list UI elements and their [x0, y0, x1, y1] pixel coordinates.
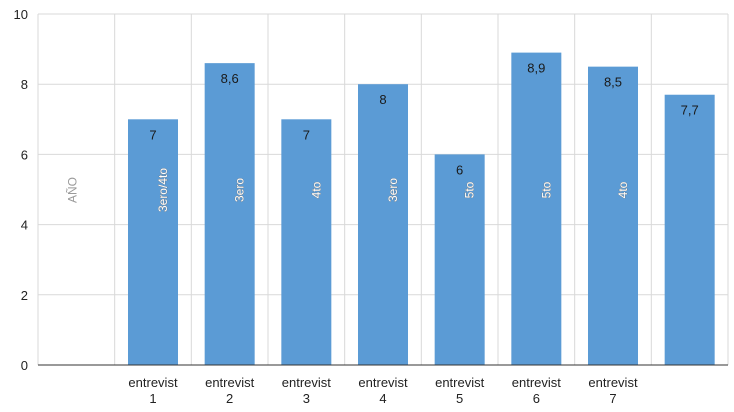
y-tick-label: 6: [21, 147, 28, 162]
bar: [358, 84, 408, 365]
y-tick-label: 10: [14, 7, 28, 22]
x-tick-label: entrevist 3: [282, 375, 332, 406]
y-tick-label: 4: [21, 218, 28, 233]
x-tick-label: entrevist 2: [205, 375, 255, 406]
x-tick-label: entrevist 4: [358, 375, 408, 406]
bar-rotated-label: AÑO: [65, 177, 79, 203]
x-tick-label: entrevist 7: [588, 375, 638, 406]
bar-value-label: 8: [379, 92, 386, 107]
bar-rotated-label: 5to: [539, 181, 553, 198]
y-tick-label: 8: [21, 77, 28, 92]
bar-value-label: 8,9: [527, 61, 545, 76]
bar-rotated-label: 3ero: [386, 178, 400, 202]
bar: [281, 119, 332, 365]
bar-value-label: 6: [456, 162, 463, 177]
bar-labels: AÑO73ero/4to8,63ero74to83ero65to8,95to8,…: [65, 61, 699, 213]
bar-rotated-label: 4to: [616, 181, 630, 198]
x-tick-label: entrevist 5: [435, 375, 485, 406]
bars: [128, 52, 715, 366]
bar-rotated-label: 3ero/4to: [156, 168, 170, 212]
bar: [511, 52, 562, 366]
bar-value-label: 8,5: [604, 75, 622, 90]
bar-rotated-label: 4to: [309, 181, 323, 198]
bar: [204, 63, 255, 365]
y-tick-label: 0: [21, 358, 28, 373]
x-tick-label: entrevist 1: [128, 375, 178, 406]
bar: [588, 66, 638, 366]
bar: [128, 119, 178, 365]
bar-value-label: 7: [149, 127, 156, 142]
bar-rotated-label: 5to: [463, 181, 477, 198]
bar: [434, 154, 485, 365]
bar-value-label: 7,7: [681, 103, 699, 118]
axes: 0 2 4 6 8 10 entrevist 1 entrevist 2 entrevist 3 ent…: [14, 7, 728, 406]
bar-value-label: 7: [303, 127, 310, 142]
bar-rotated-label: 3ero: [233, 178, 247, 202]
bar-value-label: 8,6: [221, 71, 239, 86]
y-tick-label: 2: [21, 288, 28, 303]
x-tick-label: entrevist 6: [512, 375, 562, 406]
bar: [664, 94, 715, 365]
